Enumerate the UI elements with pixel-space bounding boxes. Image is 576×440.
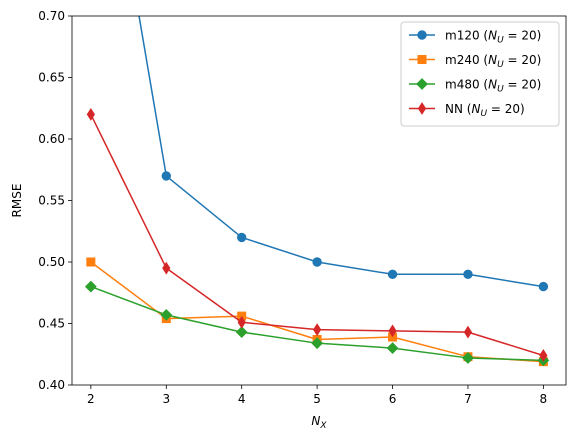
- y-tick-label: 0.60: [38, 132, 65, 146]
- data-point: [462, 352, 474, 364]
- legend-box: [400, 21, 560, 127]
- legend-label-sub: U: [497, 60, 504, 70]
- data-point: [162, 261, 171, 275]
- x-tick-label: 7: [464, 392, 472, 406]
- legend-label: m240 (NU = 20): [445, 53, 541, 70]
- legend-label-var: N: [471, 102, 480, 116]
- x-axis-label: NX: [311, 414, 327, 431]
- legend-marker: [417, 30, 427, 40]
- data-point: [313, 323, 322, 337]
- y-axis-label: RMSE: [10, 184, 24, 218]
- y-tick-label: 0.40: [38, 378, 65, 392]
- data-point: [161, 171, 171, 181]
- axes: 2 3 4 5 6 7 80.400.450.500.550.600.650.70NXRMS…: [10, 9, 567, 431]
- legend: m120 (NU = 20)m240 (NU = 20)m480 (NU = 2…: [400, 21, 560, 127]
- data-point: [312, 257, 322, 267]
- legend-label-main: m120 (: [445, 29, 488, 43]
- data-point: [463, 269, 473, 279]
- x-axis-label-base: N: [311, 414, 320, 428]
- legend-item: m240 (NU = 20): [409, 53, 541, 70]
- legend-label-main: m240 (: [445, 53, 488, 67]
- series-1: [86, 257, 548, 367]
- data-point: [538, 281, 549, 292]
- legend-label-sub: U: [497, 85, 504, 95]
- data-point: [386, 342, 399, 355]
- data-point: [387, 269, 398, 279]
- y-tick-label: 0.70: [38, 9, 65, 23]
- legend-label-var: N: [488, 78, 497, 92]
- series-line: [90, 114, 544, 357]
- data-point: [86, 107, 95, 121]
- legend-label-tail: = 20): [504, 78, 542, 92]
- data-point: [311, 337, 324, 350]
- x-tick-label: 5: [313, 392, 321, 406]
- legend-label-var: N: [488, 29, 497, 43]
- legend-label-var: N: [488, 53, 497, 67]
- data-point: [160, 308, 173, 321]
- legend-label: m120 (NU = 20): [445, 29, 541, 46]
- legend-label-tail: = 20): [504, 29, 542, 43]
- legend-label-main: m480 (: [445, 78, 488, 92]
- legend-item: m480 (NU = 20): [409, 78, 541, 95]
- x-tick-label: 2: [87, 392, 95, 406]
- data-point: [539, 349, 548, 362]
- x-tick-label: 6: [389, 392, 397, 406]
- data-point: [236, 232, 247, 243]
- legend-item: NN (NU = 20): [409, 102, 525, 119]
- x-axis-label-sub: X: [319, 421, 327, 431]
- x-tick-label: 3: [162, 392, 170, 406]
- series-3: [86, 107, 548, 362]
- x-tick-label: 4: [238, 392, 246, 406]
- legend-label-tail: = 20): [504, 53, 542, 67]
- data-point: [463, 325, 473, 339]
- legend-label: m480 (NU = 20): [445, 78, 541, 95]
- legend-marker: [417, 55, 427, 64]
- legend-label-main: NN (: [445, 102, 471, 116]
- y-tick-label: 0.65: [38, 71, 65, 85]
- legend-marker: [416, 78, 428, 90]
- x-tick-label: 8: [540, 392, 548, 406]
- series-2: [84, 280, 550, 367]
- data-point: [86, 257, 96, 267]
- data-point: [84, 280, 97, 293]
- y-tick-label: 0.55: [38, 194, 65, 208]
- legend-label-sub: U: [480, 109, 487, 119]
- y-tick-label: 0.45: [38, 317, 65, 331]
- legend-label-tail: = 20): [487, 102, 525, 116]
- data-point: [388, 324, 397, 338]
- legend-marker: [417, 102, 427, 115]
- data-point: [235, 326, 248, 339]
- series-0: [138, 16, 549, 292]
- series-group: [84, 16, 550, 367]
- legend-label: NN (NU = 20): [445, 102, 525, 119]
- data-point: [237, 315, 246, 329]
- y-tick-label: 0.50: [38, 255, 65, 269]
- legend-item: m120 (NU = 20): [409, 29, 541, 46]
- legend-label-sub: U: [497, 36, 504, 46]
